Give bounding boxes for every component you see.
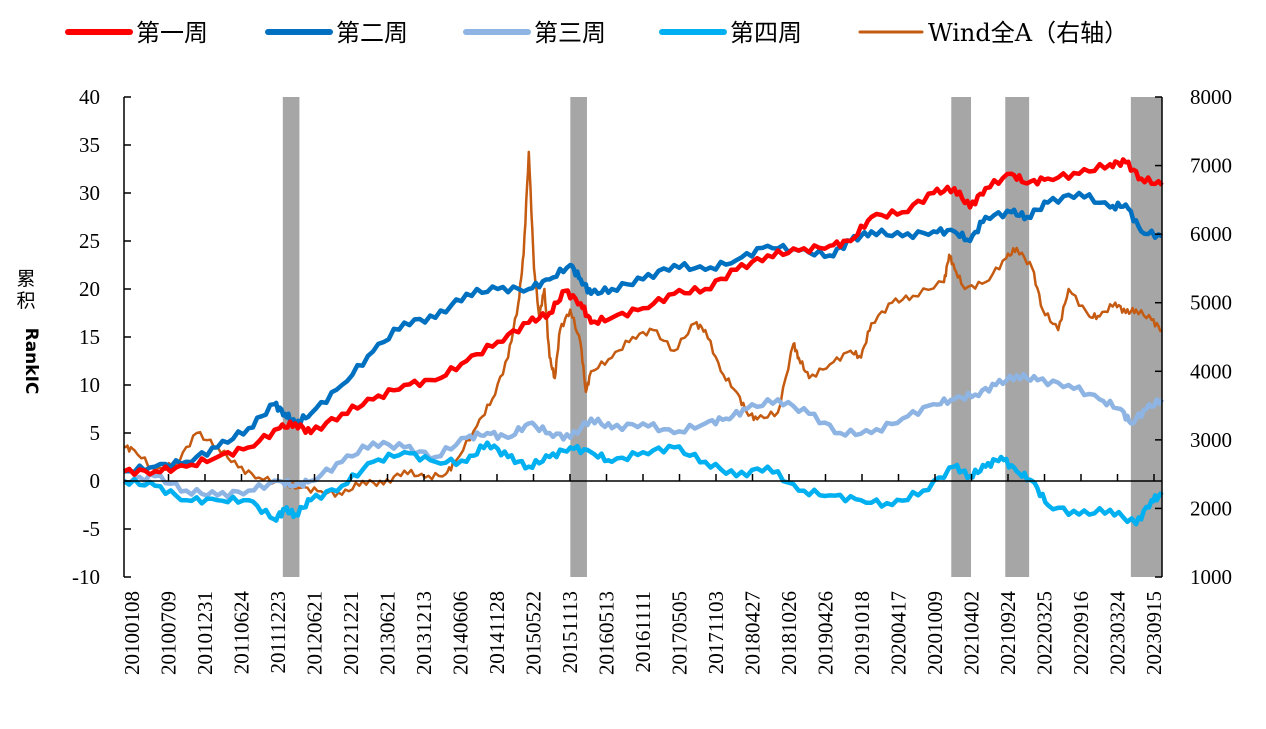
x-tick-label: 20210924 bbox=[996, 591, 1020, 676]
x-tick-label: 20141128 bbox=[485, 591, 509, 674]
x-tick-label: 20160513 bbox=[595, 591, 619, 675]
y-axis-label: 累积 RankIC bbox=[16, 268, 41, 394]
x-tick-label: 20201009 bbox=[923, 591, 947, 675]
left-y-ticks: 40 35 30 25 20 15 10 5 0 -5 -10 bbox=[72, 85, 131, 589]
legend-item-1: 第一周 bbox=[65, 19, 208, 47]
shaded-periods bbox=[282, 97, 1162, 577]
x-ticks: 20100108 20100709 20101231 20110624 20111223… bbox=[120, 474, 1166, 675]
right-y-tick-label: 3000 bbox=[1190, 428, 1232, 452]
y-axis-label-cn: 累积 bbox=[16, 268, 35, 312]
x-tick-label: 20230915 bbox=[1142, 591, 1166, 675]
right-y-tick-label: 1000 bbox=[1190, 565, 1232, 589]
x-tick-label: 20131213 bbox=[412, 591, 436, 675]
left-y-tick-label: -5 bbox=[83, 517, 101, 541]
legend-label: 第一周 bbox=[136, 19, 208, 47]
right-y-ticks: 8000 7000 6000 5000 4000 3000 2000 1000 bbox=[1155, 85, 1232, 589]
x-tick-label: 20210402 bbox=[960, 591, 984, 675]
left-y-tick-label: 20 bbox=[79, 277, 100, 301]
right-y-tick-label: 7000 bbox=[1190, 154, 1232, 178]
left-y-tick-label: 25 bbox=[79, 229, 100, 253]
shaded-period-4 bbox=[1005, 97, 1030, 577]
shaded-period-1 bbox=[282, 97, 300, 577]
series-line-5 bbox=[123, 150, 1163, 498]
x-tick-label: 20171103 bbox=[704, 591, 728, 674]
left-y-tick-label: 5 bbox=[90, 421, 101, 445]
x-tick-label: 20100108 bbox=[120, 591, 144, 675]
legend-item-5: Wind全A（右轴） bbox=[858, 19, 1128, 47]
x-tick-label: 20191018 bbox=[850, 591, 874, 675]
legend-label: 第三周 bbox=[534, 19, 606, 47]
x-tick-label: 20140606 bbox=[449, 591, 473, 675]
x-tick-label: 20181026 bbox=[777, 591, 801, 675]
left-y-tick-label: 35 bbox=[79, 133, 100, 157]
x-tick-label: 20101231 bbox=[193, 591, 217, 675]
right-y-tick-label: 2000 bbox=[1190, 496, 1232, 520]
x-tick-label: 20121221 bbox=[339, 591, 363, 675]
x-tick-label: 20151113 bbox=[558, 591, 582, 673]
x-tick-label: 20120621 bbox=[303, 591, 327, 675]
x-tick-label: 20100709 bbox=[157, 591, 181, 675]
x-tick-label: 20170505 bbox=[668, 591, 692, 675]
right-y-tick-label: 5000 bbox=[1190, 291, 1232, 315]
left-y-tick-label: 15 bbox=[79, 325, 100, 349]
legend-item-2: 第二周 bbox=[265, 19, 408, 47]
series-lines bbox=[122, 150, 1164, 527]
legend-label: Wind全A（右轴） bbox=[928, 19, 1128, 47]
legend-item-3: 第三周 bbox=[463, 19, 606, 47]
right-y-tick-label: 6000 bbox=[1190, 222, 1232, 246]
legend-label: 第二周 bbox=[336, 19, 408, 47]
x-tick-label: 20230324 bbox=[1106, 591, 1130, 676]
right-y-tick-label: 8000 bbox=[1190, 85, 1232, 109]
right-y-tick-label: 4000 bbox=[1190, 359, 1232, 383]
shaded-period-3 bbox=[951, 97, 972, 577]
left-y-tick-label: 10 bbox=[79, 373, 100, 397]
x-tick-label: 20150522 bbox=[522, 591, 546, 675]
y-axis-label-en: RankIC bbox=[21, 328, 41, 395]
left-y-tick-label: 40 bbox=[79, 85, 100, 109]
x-tick-label: 20130621 bbox=[376, 591, 400, 675]
legend-item-4: 第四周 bbox=[659, 19, 802, 47]
left-y-tick-label: 30 bbox=[79, 181, 100, 205]
left-y-tick-label: 0 bbox=[90, 469, 101, 493]
x-tick-label: 20111223 bbox=[266, 591, 290, 673]
x-tick-label: 20110624 bbox=[230, 591, 254, 675]
x-tick-label: 20200417 bbox=[887, 591, 911, 675]
x-tick-label: 20161111 bbox=[631, 591, 655, 673]
series-line-4 bbox=[122, 440, 1164, 527]
series-line-3 bbox=[123, 371, 1164, 500]
legend: 第一周 第二周 第三周 第四周 Wind全A（右轴） bbox=[65, 19, 1128, 47]
series-line-1 bbox=[123, 157, 1164, 477]
x-tick-label: 20190426 bbox=[814, 591, 838, 675]
x-tick-label: 20180427 bbox=[741, 591, 765, 675]
x-tick-label: 20220325 bbox=[1033, 591, 1057, 675]
x-tick-label: 20220916 bbox=[1069, 591, 1093, 675]
legend-label: 第四周 bbox=[730, 19, 802, 47]
left-y-tick-label: -10 bbox=[72, 565, 100, 589]
